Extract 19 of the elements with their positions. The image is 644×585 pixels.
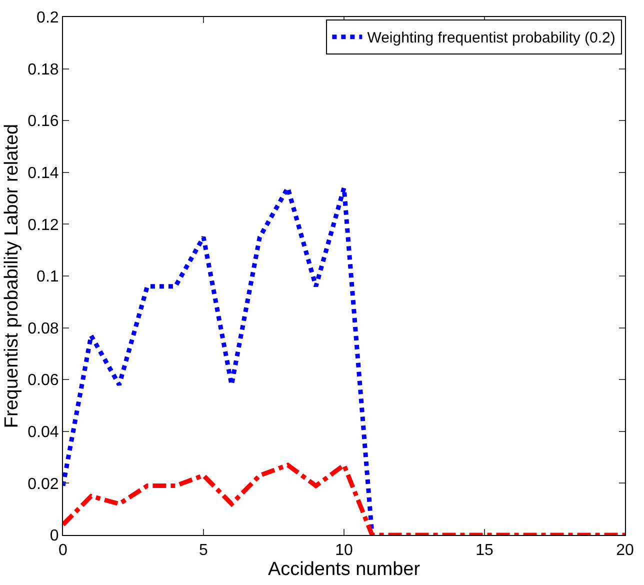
y-tick-label: 0.02 [28, 476, 59, 493]
x-axis-title: Accidents number [268, 559, 421, 580]
y-tick-label: 0.18 [28, 61, 59, 78]
y-tick-label: 0.2 [36, 10, 59, 27]
y-tick-label: 0.16 [28, 113, 59, 130]
y-tick-label: 0.08 [28, 320, 59, 338]
line-series [63, 462, 625, 535]
x-tick-label: 15 [476, 542, 494, 560]
legend-label: Weighting frequentist probability (0.2) [367, 30, 616, 47]
y-tick-label: 0.12 [28, 216, 59, 234]
y-tick-label: 0 [50, 528, 59, 545]
y-tick-label: 0.1 [36, 268, 59, 286]
x-tick-label: 10 [335, 542, 353, 560]
x-tick-label: 20 [616, 542, 634, 560]
y-tick-label: 0.14 [28, 165, 59, 182]
y-tick-label: 0.04 [28, 424, 59, 441]
x-tick-label: 5 [199, 542, 208, 560]
y-axis-title: Frequentist probability Labor related [2, 124, 23, 428]
y-tick-label: 0.06 [28, 372, 59, 390]
